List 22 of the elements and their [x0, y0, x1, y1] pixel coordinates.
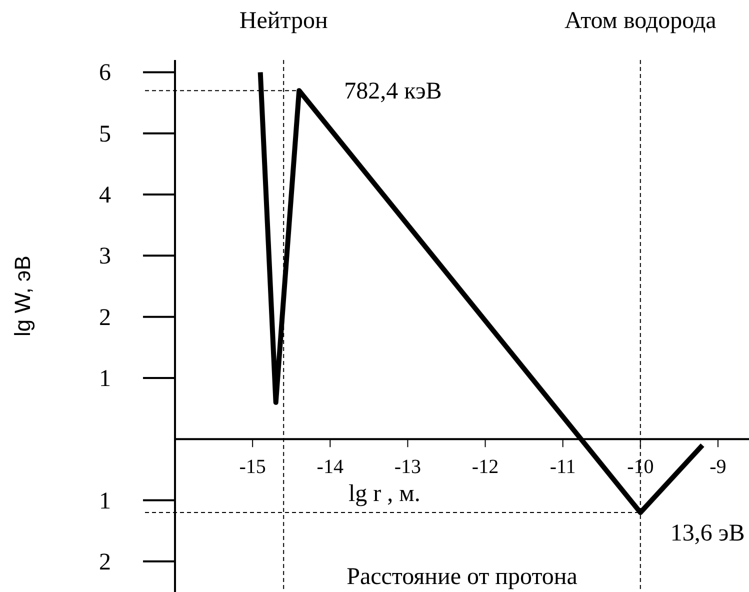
x-tick-label: -10: [627, 456, 654, 478]
x-tick-label: -13: [394, 456, 422, 478]
y-tick-label: 4: [99, 182, 111, 209]
x-axis-title: lg r , м.: [348, 481, 420, 508]
y-tick-label: 1: [99, 366, 111, 392]
y-tick-label: 1: [99, 488, 111, 514]
ref-line-label: Атом водорода: [564, 8, 717, 34]
x-tick-label: -12: [472, 456, 499, 478]
x-tick-label: -9: [710, 456, 726, 478]
y-tick-label: 3: [99, 244, 111, 270]
y-tick-label: 5: [99, 121, 111, 148]
y-axis-title: lg W, эВ: [10, 256, 35, 336]
y-tick-label: 2: [99, 304, 111, 331]
y-tick-label: 2: [99, 549, 111, 576]
ref-line-label: 782,4 кэВ: [344, 78, 442, 105]
annotation: Расстояние от протона: [346, 564, 578, 590]
x-tick-label: -15: [239, 456, 266, 478]
x-tick-label: -14: [316, 456, 344, 478]
ref-line-label: 13,6 эВ: [670, 520, 745, 547]
y-tick-label: 6: [99, 60, 111, 86]
ref-line-label: Нейтрон: [239, 8, 328, 34]
x-tick-label: -11: [550, 456, 576, 478]
